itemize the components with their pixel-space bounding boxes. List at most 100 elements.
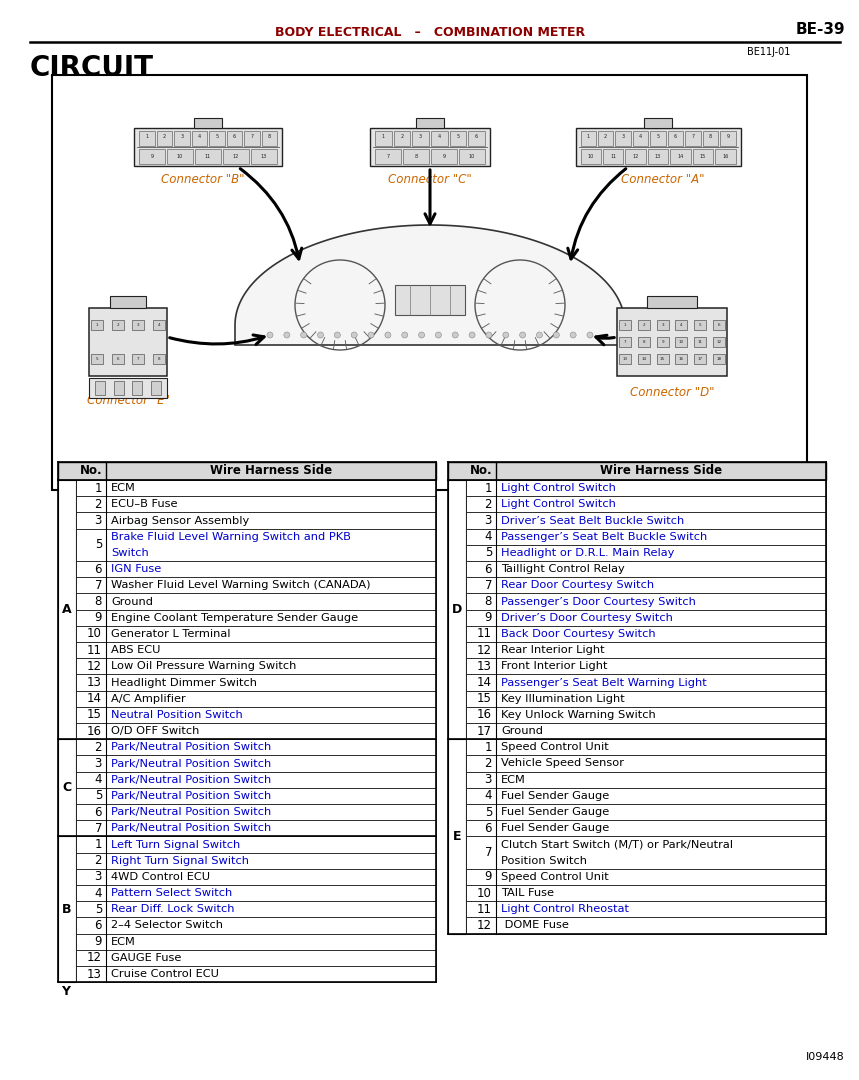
Bar [431,149,457,164]
Bar [112,320,124,330]
Bar [466,561,496,577]
Bar [395,285,465,315]
Bar [106,528,436,561]
Text: Connector "B": Connector "B" [161,173,245,186]
Text: 14: 14 [87,692,102,705]
Bar [496,609,826,625]
Bar [619,354,631,364]
Text: 8: 8 [643,340,645,345]
Text: 16: 16 [477,708,492,721]
Text: B: B [62,903,72,916]
Bar [106,690,436,706]
Bar [466,901,496,917]
Bar [106,642,436,658]
Bar [76,836,106,852]
Bar [76,480,106,496]
Bar [58,739,76,836]
Text: 11: 11 [610,154,616,159]
Text: 2–4 Selector Switch: 2–4 Selector Switch [111,920,223,931]
Text: Key Illumination Light: Key Illumination Light [501,693,624,704]
Bar [112,354,124,364]
Text: 18: 18 [716,357,722,361]
Bar [52,75,807,490]
Text: 2: 2 [643,323,645,327]
Bar [675,354,687,364]
Bar [76,787,106,804]
Text: 1: 1 [587,134,590,139]
Circle shape [452,332,458,338]
Text: 5: 5 [484,546,492,559]
Text: Low Oil Pressure Warning Switch: Low Oil Pressure Warning Switch [111,661,296,672]
Bar [496,642,826,658]
Text: 15: 15 [660,357,665,361]
Text: 11: 11 [477,903,492,916]
Text: Fuel Sender Gauge: Fuel Sender Gauge [501,823,609,834]
Text: 2: 2 [484,757,492,770]
Bar [132,354,144,364]
Text: 9: 9 [484,611,492,624]
Bar [95,381,105,395]
Bar [648,149,668,164]
Bar [91,320,103,330]
Bar [416,118,444,129]
Bar [194,118,222,129]
Bar [656,354,668,364]
Circle shape [368,332,374,338]
Text: Passenger’s Door Courtesy Switch: Passenger’s Door Courtesy Switch [501,596,696,607]
Text: Fuel Sender Gauge: Fuel Sender Gauge [501,807,609,818]
Text: Park/Neutral Position Switch: Park/Neutral Position Switch [111,742,271,753]
Text: 1: 1 [145,134,149,139]
Bar [106,820,436,836]
Bar [496,706,826,723]
Bar [466,868,496,885]
Bar [637,337,649,347]
Text: 6: 6 [94,806,102,819]
Text: Neutral Position Switch: Neutral Position Switch [111,710,243,720]
Bar [76,658,106,674]
Bar [76,561,106,577]
Bar [496,593,826,609]
Circle shape [537,332,543,338]
Text: 2: 2 [484,498,492,511]
Bar [89,378,167,399]
Bar [715,149,735,164]
Bar [106,739,436,755]
Text: TAIL Fuse: TAIL Fuse [501,888,554,899]
Text: Light Control Switch: Light Control Switch [501,499,616,510]
Bar [76,755,106,771]
Bar [448,480,466,739]
Bar [466,836,496,868]
Bar [431,131,448,146]
Text: 6: 6 [233,134,236,139]
Text: 10: 10 [469,154,475,159]
Text: 5: 5 [94,903,102,916]
Bar [106,852,436,868]
Bar [449,131,466,146]
Text: 3: 3 [622,134,624,139]
Bar [633,131,649,146]
Text: 3: 3 [484,773,492,786]
Circle shape [570,332,576,338]
Bar [192,131,207,146]
Bar [637,320,649,330]
Bar [496,755,826,771]
Text: 7: 7 [484,846,492,859]
Bar [466,609,496,625]
Circle shape [318,332,324,338]
Text: 16: 16 [679,357,684,361]
Bar [496,917,826,933]
Bar [106,674,436,690]
Text: 4: 4 [94,887,102,900]
Bar [76,625,106,642]
Text: BE-39: BE-39 [795,22,845,37]
Text: 8: 8 [414,154,417,159]
Bar [496,804,826,820]
Text: 2: 2 [94,498,102,511]
Text: 4: 4 [158,323,161,327]
Text: Cruise Control ECU: Cruise Control ECU [111,969,219,980]
Text: ECM: ECM [111,936,136,947]
Text: 6: 6 [116,357,119,361]
Circle shape [385,332,391,338]
Bar [106,577,436,593]
Bar [496,480,826,496]
